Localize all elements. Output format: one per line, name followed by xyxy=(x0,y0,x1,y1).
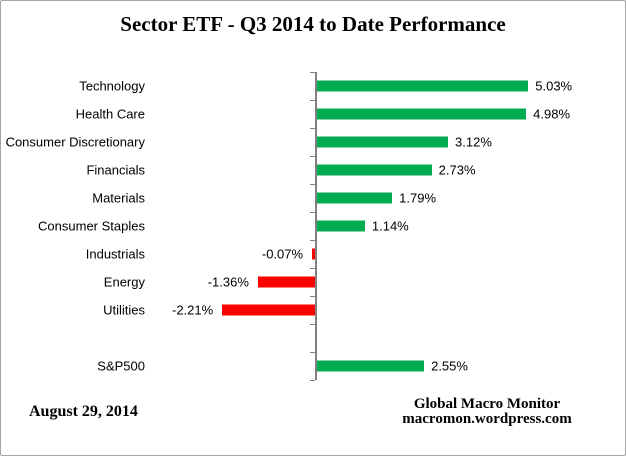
category-label: Energy xyxy=(103,274,145,290)
axis-tick xyxy=(310,352,315,353)
value-axis-line xyxy=(315,72,317,380)
attribution-line2: macromon.wordpress.com xyxy=(402,411,572,427)
bar-row: Materials 1.79% xyxy=(1,184,625,212)
plot-area: Technology 5.03% Health Care 4.98% Consumer … xyxy=(1,72,625,380)
bar-row: Consumer Staples 1.14% xyxy=(1,212,625,240)
negative-bar xyxy=(312,248,315,260)
axis-tick xyxy=(310,212,315,213)
axis-tick xyxy=(310,72,315,73)
category-label: S&P500 xyxy=(97,358,145,374)
value-label: 2.73% xyxy=(438,162,476,178)
value-label: -1.36% xyxy=(207,274,249,290)
axis-tick xyxy=(310,268,315,269)
footer-date: August 29, 2014 xyxy=(29,403,138,420)
positive-bar xyxy=(317,80,529,92)
positive-bar xyxy=(317,192,393,204)
bar-row: Technology 5.03% xyxy=(1,72,625,100)
attribution-line1: Global Macro Monitor xyxy=(413,396,561,412)
value-label: -0.07% xyxy=(261,246,304,262)
axis-tick xyxy=(310,240,315,241)
negative-bar xyxy=(257,276,315,288)
category-label: Technology xyxy=(79,78,145,94)
bar-row xyxy=(1,324,625,352)
axis-tick xyxy=(310,184,315,185)
value-label: -2.21% xyxy=(171,302,214,318)
value-label: 3.12% xyxy=(455,134,492,150)
bar-row: Energy -1.36% xyxy=(1,268,625,296)
positive-bar xyxy=(317,220,365,232)
category-label: Consumer Staples xyxy=(38,218,145,234)
negative-bar xyxy=(222,304,315,316)
bar-row: Consumer Discretionary 3.12% xyxy=(1,128,625,156)
positive-bar xyxy=(317,136,449,148)
value-label: 5.03% xyxy=(535,78,573,94)
bar-row: Financials 2.73% xyxy=(1,156,625,184)
category-label: Health Care xyxy=(75,106,145,122)
bar-row: Industrials -0.07% xyxy=(1,240,625,268)
bar-row: Utilities -2.21% xyxy=(1,296,625,324)
category-label: Materials xyxy=(92,190,145,206)
positive-bar xyxy=(317,360,425,372)
value-label: 2.55% xyxy=(431,358,468,374)
positive-bar xyxy=(317,108,527,120)
bar-row: Health Care 4.98% xyxy=(1,100,625,128)
axis-tick xyxy=(310,128,315,129)
value-label: 1.14% xyxy=(371,218,409,234)
axis-tick xyxy=(310,100,315,101)
value-label: 1.79% xyxy=(399,190,437,206)
value-label: 4.98% xyxy=(533,106,571,122)
axis-tick xyxy=(310,380,315,381)
category-label: Consumer Discretionary xyxy=(5,134,145,150)
axis-tick xyxy=(310,296,315,297)
category-label: Financials xyxy=(86,162,145,178)
category-label: Industrials xyxy=(85,246,145,262)
chart-title: Sector ETF - Q3 2014 to Date Performance xyxy=(120,12,506,36)
attribution: Global Macro Monitor macromon.wordpress.… xyxy=(377,397,597,427)
positive-bar xyxy=(317,164,432,176)
bar-row: S&P500 2.55% xyxy=(1,352,625,380)
axis-tick xyxy=(310,156,315,157)
category-label: Utilities xyxy=(103,302,145,318)
axis-tick xyxy=(310,324,315,325)
